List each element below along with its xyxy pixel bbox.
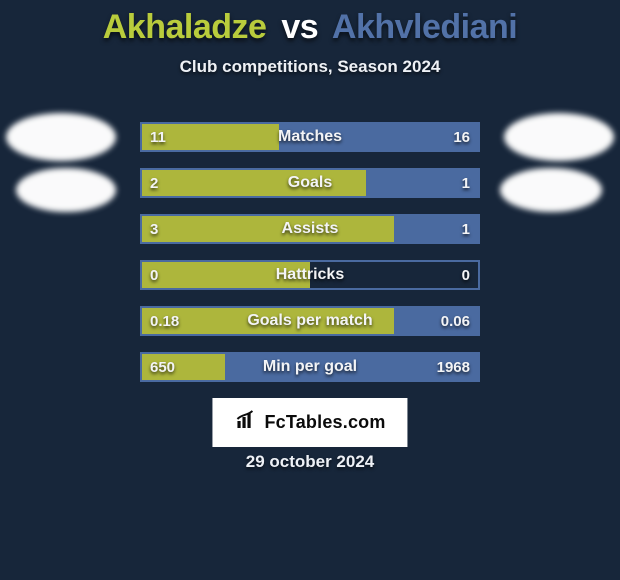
subtitle: Club competitions, Season 2024 [0, 57, 620, 77]
player1-club-placeholder [16, 168, 116, 212]
left-fill [142, 354, 225, 380]
chart-icon [234, 408, 258, 437]
right-fill [225, 354, 478, 380]
stat-row: Goals per match0.180.06 [140, 306, 480, 336]
player2-name: Akhvlediani [332, 8, 517, 46]
comparison-bars: Matches1116 Goals21 Assists31 Hattricks00 Go… [140, 122, 480, 398]
stat-row: Assists31 [140, 214, 480, 244]
player1-avatar-placeholder [6, 113, 116, 161]
right-fill [366, 170, 478, 196]
stat-value-right: 0 [462, 262, 470, 288]
date-label: 29 october 2024 [0, 452, 620, 472]
left-fill [142, 308, 394, 334]
watermark-text: FcTables.com [264, 412, 385, 433]
player2-avatar-placeholder [504, 113, 614, 161]
right-fill [394, 308, 478, 334]
watermark-badge: FcTables.com [212, 398, 407, 447]
comparison-title: Akhaladze vs Akhvlediani [0, 0, 620, 47]
title-vs-separator: vs [281, 8, 318, 46]
stat-row: Goals21 [140, 168, 480, 198]
right-fill [279, 124, 478, 150]
player2-club-placeholder [500, 168, 602, 212]
left-fill [142, 216, 394, 242]
left-fill [142, 170, 366, 196]
stat-row: Matches1116 [140, 122, 480, 152]
left-fill [142, 124, 279, 150]
stat-row: Min per goal6501968 [140, 352, 480, 382]
right-fill [394, 216, 478, 242]
left-fill [142, 262, 310, 288]
player1-name: Akhaladze [103, 8, 267, 46]
stat-row: Hattricks00 [140, 260, 480, 290]
